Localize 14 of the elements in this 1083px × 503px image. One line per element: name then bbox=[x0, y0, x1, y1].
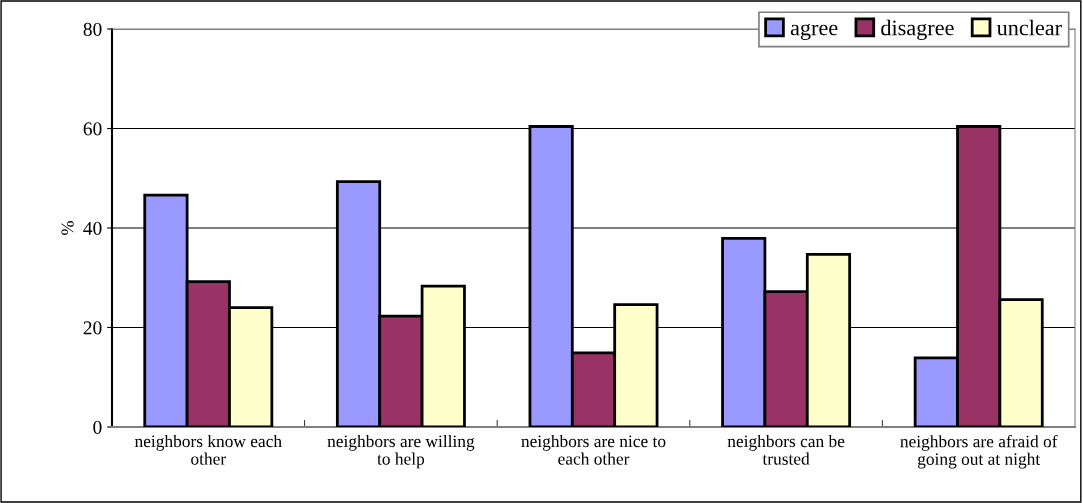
x-tick-label: neighbors can be trusted bbox=[727, 434, 845, 465]
legend-label: disagree bbox=[881, 19, 954, 40]
x-tick-label: neighbors know each other bbox=[134, 434, 282, 465]
y-axis-title: % bbox=[61, 221, 74, 235]
y-tick-label: 80 bbox=[83, 22, 102, 36]
legend-label: unclear bbox=[996, 19, 1062, 36]
y-tick-label: 0 bbox=[93, 420, 102, 434]
y-tick-label: 20 bbox=[83, 321, 102, 335]
x-tick-label: neighbors are willing to help bbox=[327, 434, 475, 469]
x-tick-label: neighbors are afraid of going out at night bbox=[900, 434, 1058, 469]
y-tick-label: 60 bbox=[83, 122, 102, 136]
y-tick-label: 40 bbox=[83, 221, 102, 235]
legend-label: agree bbox=[790, 23, 838, 40]
x-tick-label: neighbors are nice to each other bbox=[521, 434, 666, 465]
